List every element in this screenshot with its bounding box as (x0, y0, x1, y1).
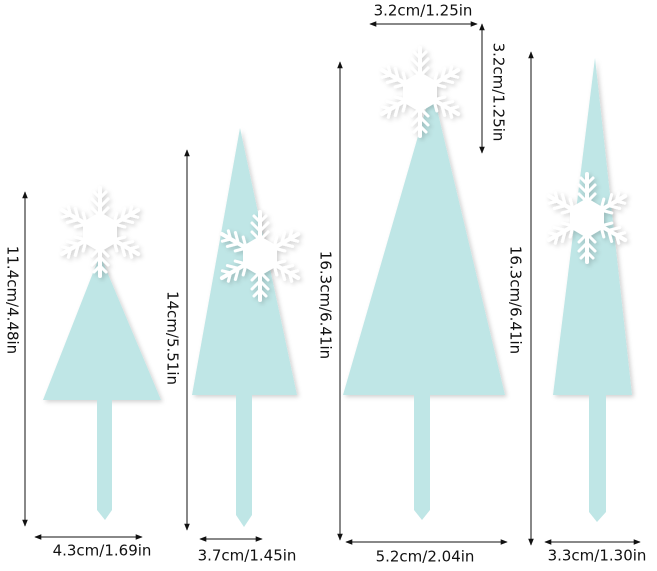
tree-topper-2 (192, 128, 302, 527)
snowflake-width-label: 3.2cm/1.25in (373, 1, 473, 20)
height-label-2: 14cm/5.51in (163, 290, 182, 386)
tree-topper-1 (43, 188, 161, 520)
snowflake-height-label: 3.2cm/1.25in (489, 42, 508, 142)
tree-topper-4 (545, 58, 632, 522)
width-label-2: 3.7cm/1.45in (197, 546, 297, 565)
height-label-4: 16.3cm/6.41in (506, 245, 525, 355)
height-label-3: 16.3cm/6.41in (316, 250, 335, 360)
width-label-4: 3.3cm/1.30in (547, 546, 647, 565)
height-label-1: 11.4cm/4.48in (3, 245, 22, 355)
snowflake-icon (378, 48, 462, 136)
tree-topper-3 (343, 48, 505, 520)
snowflake-icon (58, 188, 142, 276)
width-label-3: 5.2cm/2.04in (375, 547, 475, 566)
snowflake-icon (545, 174, 629, 262)
width-label-1: 4.3cm/1.69in (52, 541, 152, 560)
